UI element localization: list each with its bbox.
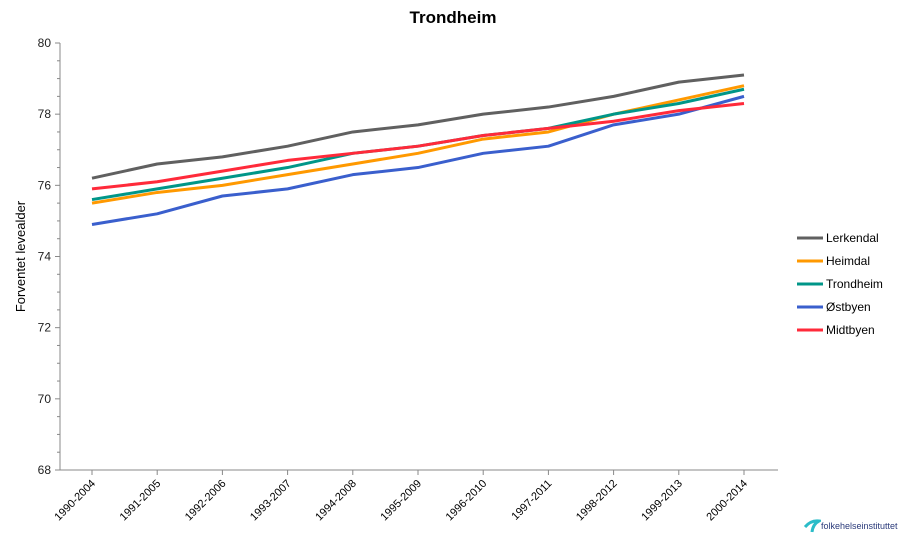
legend-label: Trondheim [826,277,883,291]
series-line-lerkendal [91,73,745,180]
y-tick-label: 70 [38,392,52,406]
legend-label: Heimdal [826,254,870,268]
chart-title: Trondheim [410,8,497,27]
x-tick-label: 1990-2004 [52,478,98,524]
logo: folkehelseinstituttet [803,518,898,534]
legend-label: Lerkendal [826,231,879,245]
y-tick-label: 80 [38,36,52,50]
y-tick-label: 78 [38,107,52,121]
x-tick-label: 1994-2008 [313,478,359,524]
series-line-heimdal [91,84,745,205]
y-tick-label: 76 [38,178,52,192]
series-line-østbyen [91,94,745,226]
legend-label: Østbyen [826,300,871,314]
x-tick-label: 1999-2013 [639,478,685,524]
y-tick-label: 72 [38,321,52,335]
logo-text: folkehelseinstituttet [821,521,898,531]
y-tick-label: 74 [38,250,52,264]
x-tick-label: 1996-2010 [444,478,490,524]
x-tick-label: 1993-2007 [248,478,294,524]
x-tick-label: 2000-2014 [704,478,750,524]
logo-icon [803,519,821,533]
y-tick-label: 68 [38,463,52,477]
x-tick-label: 1991-2005 [118,478,164,524]
x-tick-label: 1998-2012 [574,478,620,524]
x-tick-label: 1992-2006 [183,478,229,524]
legend-label: Midtbyen [826,323,875,337]
x-tick-label: 1997-2011 [509,478,554,523]
series-line-midtbyen [91,102,745,191]
y-axis-label: Forventet levealder [13,200,28,312]
x-tick-label: 1995-2009 [378,478,424,524]
